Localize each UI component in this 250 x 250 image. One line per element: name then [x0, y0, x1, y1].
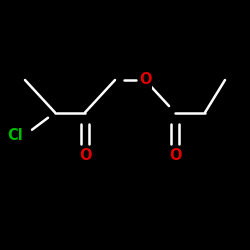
Text: O: O: [169, 148, 181, 162]
Text: Cl: Cl: [7, 128, 22, 142]
Text: O: O: [79, 148, 91, 162]
Text: O: O: [139, 72, 151, 88]
